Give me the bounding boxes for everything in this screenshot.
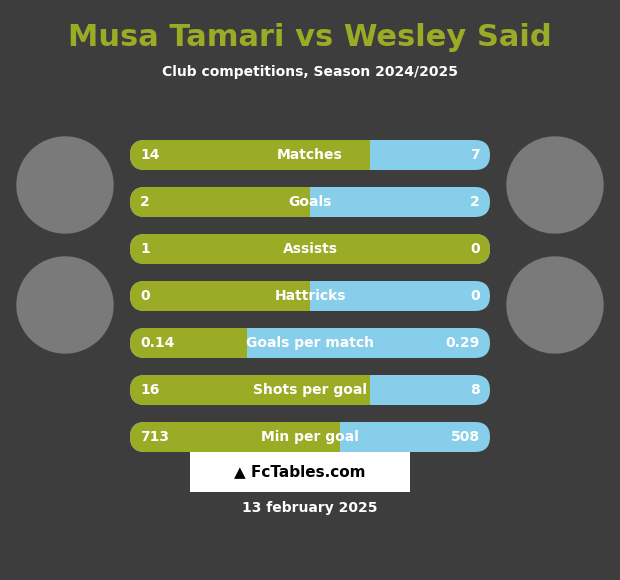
FancyBboxPatch shape [130, 234, 490, 264]
FancyBboxPatch shape [130, 422, 340, 452]
FancyBboxPatch shape [130, 140, 370, 170]
Text: 2: 2 [140, 195, 150, 209]
Bar [355, 140, 370, 170]
FancyBboxPatch shape [130, 375, 370, 405]
Bar [232, 328, 247, 358]
FancyBboxPatch shape [130, 187, 490, 217]
Text: 0: 0 [140, 289, 149, 303]
Text: Hattricks: Hattricks [274, 289, 346, 303]
Text: 0: 0 [471, 289, 480, 303]
Text: Matches: Matches [277, 148, 343, 162]
Text: 0: 0 [471, 242, 480, 256]
Text: 8: 8 [470, 383, 480, 397]
FancyBboxPatch shape [130, 187, 310, 217]
Text: 0.14: 0.14 [140, 336, 174, 350]
Bar [190, 452, 410, 492]
Circle shape [507, 137, 603, 233]
FancyBboxPatch shape [130, 422, 490, 452]
Circle shape [17, 257, 113, 353]
Circle shape [507, 257, 603, 353]
Text: Shots per goal: Shots per goal [253, 383, 367, 397]
FancyBboxPatch shape [130, 328, 490, 358]
Text: Goals: Goals [288, 195, 332, 209]
Text: Goals per match: Goals per match [246, 336, 374, 350]
Text: Club competitions, Season 2024/2025: Club competitions, Season 2024/2025 [162, 65, 458, 79]
FancyBboxPatch shape [130, 375, 490, 405]
FancyBboxPatch shape [130, 140, 490, 170]
Bar [295, 281, 310, 311]
FancyBboxPatch shape [130, 328, 247, 358]
Text: Min per goal: Min per goal [261, 430, 359, 444]
Bar [326, 422, 340, 452]
Text: 713: 713 [140, 430, 169, 444]
Text: ▲ FcTables.com: ▲ FcTables.com [234, 465, 366, 480]
Text: 16: 16 [140, 383, 159, 397]
Text: Musa Tamari vs Wesley Said: Musa Tamari vs Wesley Said [68, 24, 552, 53]
Circle shape [17, 137, 113, 233]
Text: 508: 508 [451, 430, 480, 444]
Text: 2: 2 [470, 195, 480, 209]
Text: 14: 14 [140, 148, 159, 162]
Text: 13 february 2025: 13 february 2025 [242, 501, 378, 515]
Text: 0.29: 0.29 [446, 336, 480, 350]
FancyBboxPatch shape [130, 281, 310, 311]
Bar [355, 375, 370, 405]
Text: 1: 1 [140, 242, 150, 256]
Bar [295, 187, 310, 217]
Text: 7: 7 [471, 148, 480, 162]
Text: Assists: Assists [283, 242, 337, 256]
FancyBboxPatch shape [130, 281, 490, 311]
FancyBboxPatch shape [130, 234, 490, 264]
